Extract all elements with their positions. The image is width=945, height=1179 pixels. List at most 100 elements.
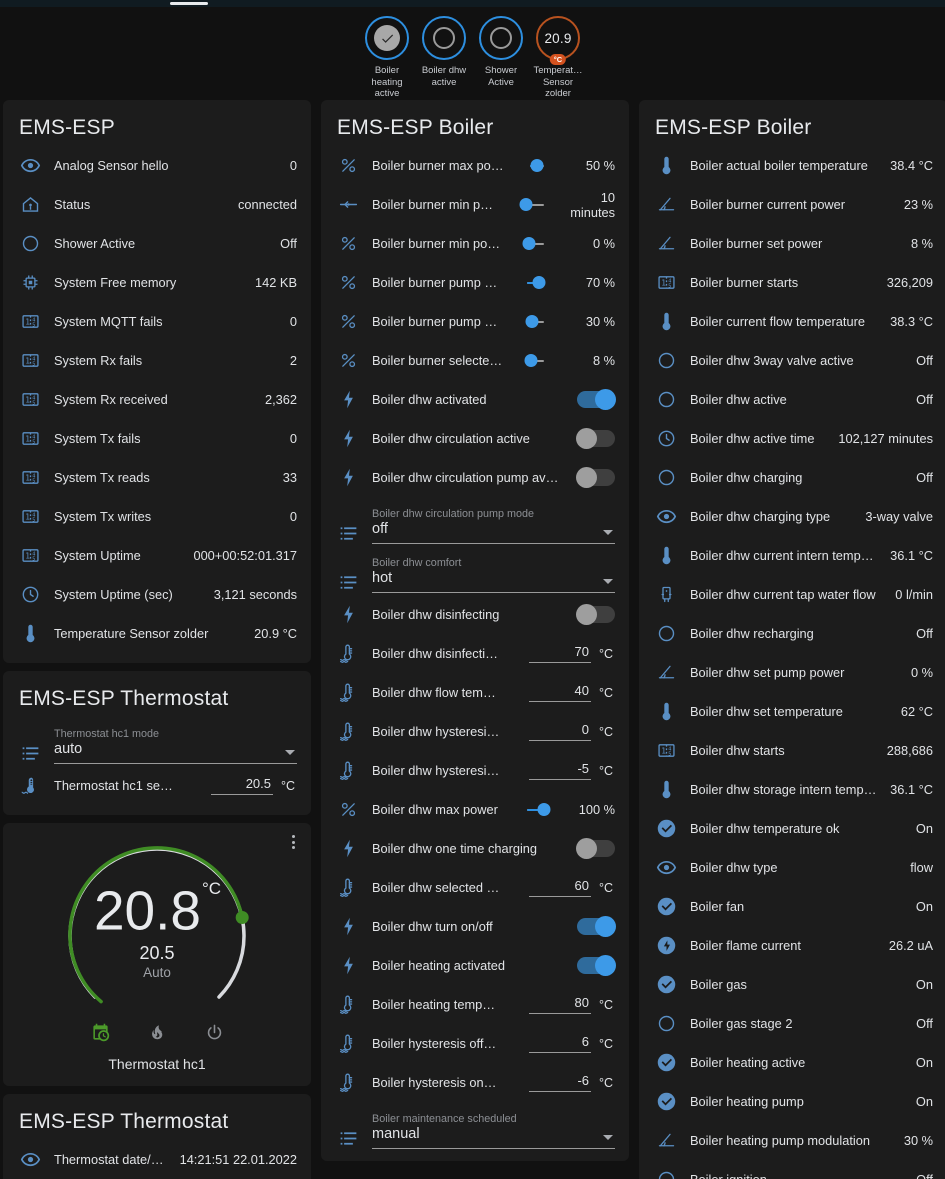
slider[interactable] <box>527 800 551 820</box>
entity-row[interactable]: Boiler dhw recharging Off <box>639 614 945 653</box>
entity-row[interactable]: Analog Sensor hello 0 <box>3 146 311 185</box>
number-row[interactable]: Boiler dhw hysteresi… 0 °C <box>321 712 629 751</box>
number-value[interactable]: 60 <box>529 878 591 897</box>
slider[interactable] <box>519 195 545 215</box>
number-input[interactable]: 60 °C <box>529 878 615 897</box>
entity-row[interactable]: Boiler dhw charging type 3-way valve <box>639 497 945 536</box>
entity-row[interactable]: 1 4 5 System Tx writes 0 <box>3 497 311 536</box>
badge-3[interactable]: 20.9 °C Temperat… Sensor zolder <box>533 16 583 100</box>
entity-row[interactable]: Boiler burner current power 23 % <box>639 185 945 224</box>
entity-row[interactable]: Boiler flame current 26.2 uA <box>639 926 945 965</box>
thermostat-mode-select-row[interactable]: Thermostat hc1 mode auto <box>3 717 311 766</box>
entity-row[interactable]: Boiler dhw active Off <box>639 380 945 419</box>
number-input[interactable]: 80 °C <box>529 995 615 1014</box>
slider[interactable] <box>524 351 545 371</box>
entity-row[interactable]: 1 4 5 System Tx reads 33 <box>3 458 311 497</box>
toggle-switch[interactable] <box>576 604 615 625</box>
slider-thumb[interactable] <box>537 803 551 816</box>
number-row[interactable]: Boiler hysteresis off… 6 °C <box>321 1024 629 1063</box>
entity-row[interactable]: 1 4 5 Boiler burner starts 326,209 <box>639 263 945 302</box>
slider[interactable] <box>525 312 544 332</box>
toggle-switch[interactable] <box>576 467 615 488</box>
toggle-switch[interactable] <box>577 955 616 976</box>
number-row[interactable]: Boiler dhw selected … 60 °C <box>321 868 629 907</box>
entity-row[interactable]: Status connected <box>3 185 311 224</box>
slider[interactable] <box>530 156 544 176</box>
slider-row[interactable]: Boiler burner selecte… 8 % <box>321 341 629 380</box>
number-value[interactable]: 80 <box>529 995 591 1014</box>
thermostat-setpoint-row[interactable]: Thermostat hc1 se… 20.5 °C <box>3 766 311 805</box>
toggle-row[interactable]: Boiler dhw disinfecting <box>321 595 629 634</box>
select-row[interactable]: Boiler dhw comfort hot <box>321 546 629 595</box>
slider-container[interactable] <box>525 312 544 332</box>
entity-row[interactable]: Boiler heating pump modulation 30 % <box>639 1121 945 1160</box>
entity-row[interactable]: Boiler dhw type flow <box>639 848 945 887</box>
select-body[interactable]: Boiler maintenance scheduled manual <box>372 1113 615 1149</box>
slider-container[interactable] <box>530 156 544 176</box>
chevron-down-icon[interactable] <box>603 579 613 584</box>
entity-row[interactable]: Boiler gas stage 2 Off <box>639 1004 945 1043</box>
slider-row[interactable]: Boiler burner max po… 50 % <box>321 146 629 185</box>
slider-row[interactable]: Boiler burner pump … 30 % <box>321 302 629 341</box>
more-options-icon[interactable] <box>292 835 295 849</box>
number-row[interactable]: Boiler hysteresis on… -6 °C <box>321 1063 629 1102</box>
entity-row[interactable]: Boiler dhw charging Off <box>639 458 945 497</box>
badge-circle[interactable] <box>422 16 466 60</box>
slider-container[interactable] <box>527 800 551 820</box>
number-value[interactable]: -6 <box>529 1073 591 1092</box>
entity-row[interactable]: 1 4 5 System MQTT fails 0 <box>3 302 311 341</box>
chevron-down-icon[interactable] <box>285 750 295 755</box>
slider[interactable] <box>527 273 546 293</box>
entity-row[interactable]: Boiler actual boiler temperature 38.4 °C <box>639 146 945 185</box>
entity-row[interactable]: Boiler current flow temperature 38.3 °C <box>639 302 945 341</box>
entity-row[interactable]: Shower Active Off <box>3 224 311 263</box>
calendar-clock-icon[interactable] <box>91 1023 110 1047</box>
select-row[interactable]: Boiler maintenance scheduled manual <box>321 1102 629 1151</box>
toggle-row[interactable]: Boiler dhw activated <box>321 380 629 419</box>
entity-row[interactable]: Boiler dhw current intern temperature 36.… <box>639 536 945 575</box>
entity-row[interactable]: 1 4 5 System Uptime 000+00:52:01.317 <box>3 536 311 575</box>
number-input[interactable]: -5 °C <box>529 761 615 780</box>
number-value[interactable]: -5 <box>529 761 591 780</box>
entity-row[interactable]: Boiler dhw temperature ok On <box>639 809 945 848</box>
entity-row[interactable]: Boiler dhw current tap water flow 0 l/min <box>639 575 945 614</box>
number-input[interactable]: 40 °C <box>529 683 615 702</box>
toggle-row[interactable]: Boiler dhw circulation pump available <box>321 458 629 497</box>
select-body[interactable]: Thermostat hc1 mode auto <box>54 728 297 764</box>
badge-circle[interactable]: 20.9 °C <box>536 16 580 65</box>
entity-row[interactable]: Boiler burner set power 8 % <box>639 224 945 263</box>
entity-row[interactable]: 1 4 5 System Tx fails 0 <box>3 419 311 458</box>
slider-thumb[interactable] <box>524 354 538 367</box>
badge-2[interactable]: Shower Active <box>477 16 525 88</box>
toggle-switch[interactable] <box>577 916 616 937</box>
toggle-row[interactable]: Boiler dhw turn on/off <box>321 907 629 946</box>
toggle-switch[interactable] <box>576 428 615 449</box>
toggle-switch[interactable] <box>577 389 616 410</box>
toggle-row[interactable]: Boiler dhw circulation active <box>321 419 629 458</box>
toggle-row[interactable]: Boiler heating activated <box>321 946 629 985</box>
entity-row[interactable]: System Free memory 142 KB <box>3 263 311 302</box>
slider-row[interactable]: Boiler burner min po… 0 % <box>321 224 629 263</box>
flame-icon[interactable] <box>148 1023 167 1047</box>
number-input[interactable]: 20.5 °C <box>211 776 297 795</box>
slider-container[interactable] <box>519 195 545 215</box>
active-tab-indicator[interactable] <box>170 2 208 5</box>
slider-row[interactable]: Boiler dhw max power 100 % <box>321 790 629 829</box>
entity-row[interactable]: Boiler dhw set temperature 62 °C <box>639 692 945 731</box>
number-input[interactable]: -6 °C <box>529 1073 615 1092</box>
slider-container[interactable] <box>522 234 544 254</box>
number-row[interactable]: Boiler dhw disinfecti… 70 °C <box>321 634 629 673</box>
slider[interactable] <box>522 234 544 254</box>
entity-row[interactable]: Boiler ignition Off <box>639 1160 945 1179</box>
slider-container[interactable] <box>524 351 545 371</box>
number-input[interactable]: 0 °C <box>529 722 615 741</box>
entity-row[interactable]: Temperature Sensor zolder 20.9 °C <box>3 614 311 653</box>
number-value[interactable]: 6 <box>529 1034 591 1053</box>
select-body[interactable]: Boiler dhw comfort hot <box>372 557 615 593</box>
chevron-down-icon[interactable] <box>603 530 613 535</box>
entity-row[interactable]: Boiler dhw set pump power 0 % <box>639 653 945 692</box>
entity-row[interactable]: Boiler dhw active time 102,127 minutes <box>639 419 945 458</box>
badge-0[interactable]: Boiler heating active <box>363 16 411 100</box>
select-body[interactable]: Boiler dhw circulation pump mode off <box>372 508 615 544</box>
slider-thumb[interactable] <box>530 159 544 172</box>
